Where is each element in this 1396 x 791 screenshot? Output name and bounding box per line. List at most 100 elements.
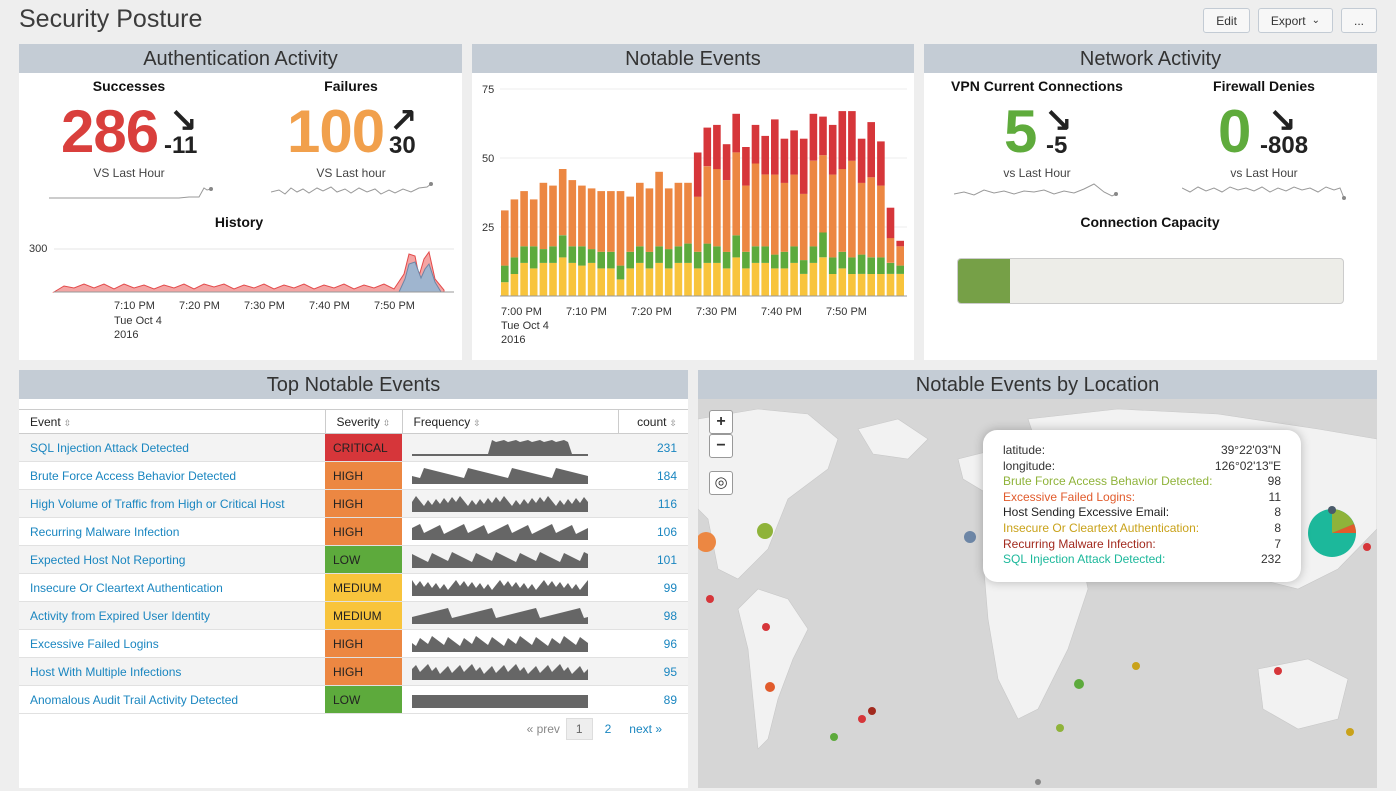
count-cell[interactable]: 89 <box>618 685 688 714</box>
bar-medium[interactable] <box>626 251 634 269</box>
bar-critical[interactable] <box>877 141 885 186</box>
event-link[interactable]: Expected Host Not Reporting <box>30 552 186 567</box>
map-marker[interactable] <box>1363 543 1371 551</box>
count-cell[interactable]: 101 <box>618 545 688 574</box>
bar-critical[interactable] <box>780 138 789 183</box>
bar-critical[interactable] <box>886 207 895 239</box>
bar-high[interactable] <box>732 152 740 236</box>
bar-high[interactable] <box>867 177 875 258</box>
column-header-severity[interactable]: Severity ⇳ <box>325 409 403 434</box>
bar-critical[interactable] <box>867 122 875 178</box>
bar-high[interactable] <box>501 210 509 266</box>
page-2-link[interactable]: 2 <box>604 722 612 736</box>
bar-low[interactable] <box>771 268 779 296</box>
bar-low[interactable] <box>510 273 519 296</box>
bar-low[interactable] <box>761 262 769 296</box>
map-marker[interactable] <box>830 733 838 741</box>
table-row[interactable]: Brute Force Access Behavior Detected HIGH… <box>19 461 688 490</box>
bar-medium[interactable] <box>684 243 692 263</box>
bar-medium[interactable] <box>674 246 683 263</box>
bar-high[interactable] <box>828 174 837 258</box>
bar-high[interactable] <box>529 199 538 247</box>
bar-medium[interactable] <box>828 257 837 274</box>
table-row[interactable]: Anomalous Audit Trail Activity Detected L… <box>19 685 688 714</box>
bar-high[interactable] <box>761 174 769 247</box>
bar-low[interactable] <box>587 262 596 296</box>
bar-high[interactable] <box>664 188 673 250</box>
bar-medium[interactable] <box>529 246 538 269</box>
map-marker[interactable] <box>765 682 775 692</box>
bar-medium[interactable] <box>809 246 818 263</box>
bar-medium[interactable] <box>568 246 577 263</box>
map-marker[interactable] <box>868 707 876 715</box>
zoom-out-button[interactable]: − <box>709 434 733 458</box>
bar-medium[interactable] <box>616 265 625 280</box>
bar-low[interactable] <box>742 268 750 296</box>
map-marker[interactable] <box>1074 679 1084 689</box>
bar-medium[interactable] <box>655 246 663 263</box>
bar-high[interactable] <box>607 191 615 252</box>
event-link[interactable]: Anomalous Audit Trail Activity Detected <box>30 692 239 707</box>
bar-medium[interactable] <box>896 265 904 274</box>
bar-medium[interactable] <box>636 246 644 263</box>
map-marker[interactable] <box>964 531 976 543</box>
bar-high[interactable] <box>645 188 654 252</box>
bar-high[interactable] <box>877 185 885 258</box>
bar-medium[interactable] <box>886 262 895 274</box>
bar-medium[interactable] <box>520 246 528 263</box>
bar-high[interactable] <box>703 166 712 244</box>
bar-critical[interactable] <box>771 119 779 175</box>
bar-high[interactable] <box>684 182 692 244</box>
bar-critical[interactable] <box>732 113 740 153</box>
count-cell[interactable]: 99 <box>618 573 688 602</box>
bar-critical[interactable] <box>693 152 702 197</box>
bar-medium[interactable] <box>857 254 866 274</box>
event-link[interactable]: High Volume of Traffic from High or Crit… <box>30 496 285 511</box>
count-cell[interactable]: 106 <box>618 517 688 546</box>
bar-low[interactable] <box>655 262 663 296</box>
map-marker[interactable] <box>762 623 770 631</box>
bar-low[interactable] <box>529 268 538 296</box>
bar-high[interactable] <box>616 191 625 266</box>
bar-high[interactable] <box>578 185 586 247</box>
bar-medium[interactable] <box>703 243 712 263</box>
bar-medium[interactable] <box>607 251 615 269</box>
bar-low[interactable] <box>549 262 557 296</box>
bar-low[interactable] <box>713 262 721 296</box>
bar-medium[interactable] <box>558 235 567 258</box>
bar-low[interactable] <box>790 262 798 296</box>
count-cell[interactable]: 98 <box>618 601 688 630</box>
locate-button[interactable]: ◎ <box>709 471 733 495</box>
bar-critical[interactable] <box>828 124 837 175</box>
bar-high[interactable] <box>568 180 577 247</box>
bar-low[interactable] <box>674 262 683 296</box>
bar-high[interactable] <box>655 171 663 247</box>
count-cell[interactable]: 96 <box>618 629 688 658</box>
more-actions-button[interactable]: ... <box>1340 8 1377 33</box>
event-link[interactable]: SQL Injection Attack Detected <box>30 440 189 455</box>
bar-low[interactable] <box>799 273 808 296</box>
bar-low[interactable] <box>597 268 605 296</box>
bar-medium[interactable] <box>664 249 673 269</box>
bar-high[interactable] <box>539 182 548 249</box>
bar-medium[interactable] <box>761 246 769 263</box>
bar-medium[interactable] <box>771 254 779 269</box>
bar-high[interactable] <box>626 196 634 252</box>
bar-high[interactable] <box>674 182 683 247</box>
map-marker[interactable] <box>757 523 773 539</box>
bar-high[interactable] <box>520 191 528 247</box>
bar-high[interactable] <box>886 238 895 263</box>
column-header-frequency[interactable]: Frequency ⇳ <box>402 409 619 434</box>
edit-button[interactable]: Edit <box>1203 8 1250 33</box>
bar-high[interactable] <box>848 160 856 258</box>
event-link[interactable]: Brute Force Access Behavior Detected <box>30 468 237 483</box>
bar-critical[interactable] <box>722 144 731 181</box>
bar-medium[interactable] <box>510 257 519 274</box>
map-marker[interactable] <box>706 595 714 603</box>
bar-medium[interactable] <box>549 246 557 263</box>
bar-low[interactable] <box>838 268 847 296</box>
bar-low[interactable] <box>568 262 577 296</box>
bar-medium[interactable] <box>645 251 654 269</box>
export-button[interactable]: Export ⌄ <box>1257 8 1333 33</box>
bar-high[interactable] <box>799 193 808 261</box>
